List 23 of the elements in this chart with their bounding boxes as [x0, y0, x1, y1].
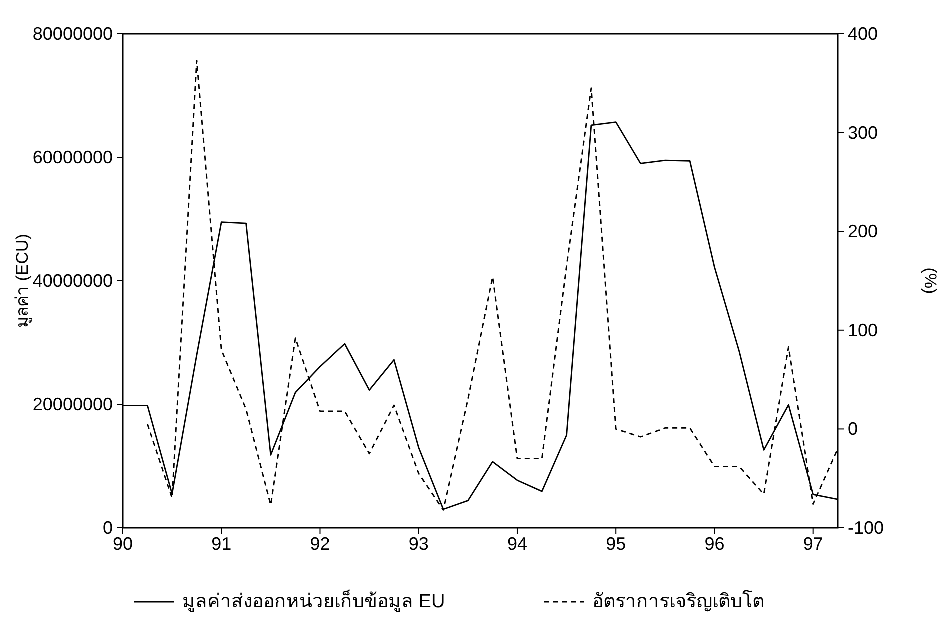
- x-tick-label: 95: [606, 534, 626, 554]
- y2-axis-title: (%): [921, 268, 940, 294]
- y2-tick-label: 300: [848, 122, 878, 143]
- legend-label: มูลค่าส่งออกหน่วยเก็บข้อมูล EU: [182, 588, 446, 612]
- y-tick-label: 60000000: [32, 148, 113, 168]
- y-tick-label: 0: [102, 518, 113, 538]
- y-tick-label: 80000000: [32, 24, 113, 44]
- x-tick-label: 94: [507, 534, 528, 554]
- x-tick-label: 92: [310, 534, 330, 554]
- x-tick-label: 90: [112, 534, 134, 554]
- y-tick-label: 20000000: [32, 394, 113, 414]
- y2-tick-label: 0: [848, 419, 858, 440]
- y2-tick-label: 200: [848, 222, 878, 242]
- x-tick-label: 91: [212, 534, 232, 554]
- y2-tick-label: 100: [848, 320, 878, 340]
- y-axis-title: มูลค่า (ECU): [13, 234, 33, 328]
- legend-label: อัตราการเจริญเติบโต: [592, 590, 764, 612]
- x-tick-label: 97: [803, 534, 824, 554]
- y-tick-label: 40000000: [32, 271, 113, 291]
- x-tick-label: 93: [408, 534, 429, 554]
- y2-tick-label: -100: [848, 518, 884, 538]
- x-tick-label: 96: [704, 534, 725, 554]
- y2-tick-label: 400: [848, 24, 878, 44]
